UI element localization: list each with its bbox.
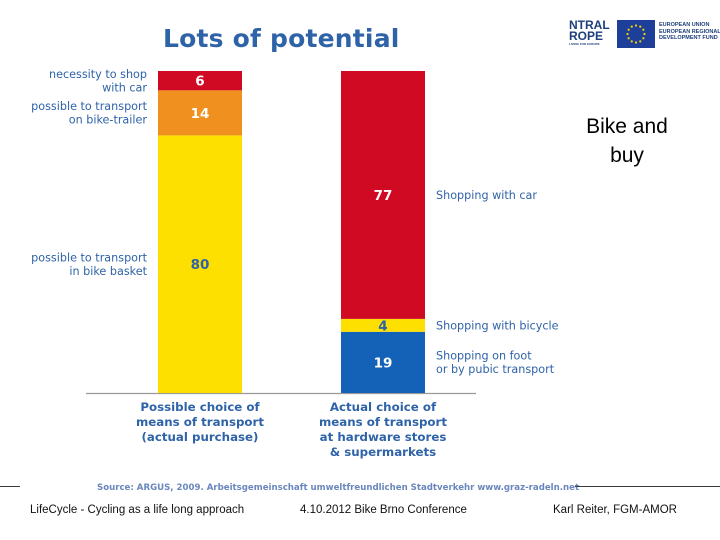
segment-value-label: 4 — [378, 318, 387, 334]
segment-category-label-line: necessity to shop — [49, 68, 147, 81]
footer-center: 4.10.2012 Bike Brno Conference — [300, 504, 467, 516]
central-europe-logo-tagline: LIVING FOR EUROPE — [569, 42, 600, 46]
bar-segment — [341, 318, 425, 332]
eu-stars — [626, 24, 646, 44]
segment-category-label: Shopping with car — [436, 189, 537, 202]
slide-title: Lots of potential — [163, 24, 400, 53]
x-category-label-line: Possible choice of — [140, 400, 260, 414]
eu-star — [630, 40, 633, 43]
footer-rule-right — [575, 486, 720, 487]
segment-value-label: 6 — [195, 74, 204, 90]
eu-star — [634, 41, 638, 44]
segment-category-label-line: possible to transport — [31, 251, 147, 264]
footer-left: LifeCycle - Cycling as a life long appro… — [30, 504, 245, 516]
x-category-label-line: at hardware stores — [320, 430, 447, 444]
bar-segment — [158, 135, 242, 393]
segment-category-label-line: Shopping with bicycle — [436, 319, 559, 332]
footer-rule-left — [0, 486, 20, 487]
segment-category-label-line: possible to transport — [31, 100, 147, 113]
segment-category-label-line: Shopping with car — [436, 189, 537, 202]
eu-star — [643, 32, 646, 36]
footer-right: Karl Reiter, FGM-AMOR — [553, 504, 677, 516]
eu-star — [642, 37, 645, 40]
segment-category-label-line: in bike basket — [69, 265, 147, 278]
eu-star — [626, 32, 629, 36]
x-category-label: Possible choice of means of transport (act… — [136, 400, 264, 444]
x-category-label-line: (actual purchase) — [142, 430, 259, 444]
x-category-label: Actual choice of means of transport at har… — [319, 400, 447, 459]
x-category-label-line: means of transport — [319, 415, 447, 429]
segment-category-label-line: Shopping on foot — [436, 350, 532, 363]
segment-category-label-line: or by pubic transport — [436, 363, 555, 376]
side-note: Bike and buy — [586, 115, 668, 167]
eu-star — [630, 25, 633, 28]
eu-star — [634, 24, 638, 27]
segment-value-label: 77 — [374, 188, 393, 204]
segment-category-label: possible to transport on bike-trailer — [31, 100, 147, 126]
eu-star — [639, 40, 642, 43]
segment-category-label: Shopping with bicycle — [436, 319, 559, 332]
x-category-label-line: means of transport — [136, 415, 264, 429]
segment-category-label: possible to transport in bike basket — [31, 251, 147, 277]
segment-category-label-line: with car — [102, 81, 147, 94]
source-citation: Source: ARGUS, 2009. Arbeitsgemeinschaft… — [97, 483, 580, 493]
central-europe-logo-text: NTRAL ROPE — [569, 20, 610, 43]
segment-value-label: 80 — [191, 257, 210, 273]
eu-star — [642, 28, 645, 31]
x-category-label-line: & supermarkets — [330, 445, 436, 459]
bar-segment — [158, 71, 242, 91]
eu-star — [627, 28, 630, 31]
x-category-label-line: Actual choice of — [330, 400, 437, 414]
eu-star — [639, 25, 642, 28]
segment-category-label: Shopping on foot or by pubic transport — [436, 350, 555, 376]
bar-segment — [341, 71, 425, 319]
bar-segment — [158, 90, 242, 136]
central-europe-logo: NTRAL ROPE LIVING FOR EUROPE — [569, 20, 611, 46]
eu-fund-text: EUROPEAN UNION EUROPEAN REGIONAL DEVELOP… — [659, 22, 720, 41]
segment-category-label-line: on bike-trailer — [69, 114, 148, 127]
bar-segment — [341, 331, 425, 393]
segment-value-label: 14 — [191, 106, 210, 122]
eu-flag-icon — [617, 20, 655, 48]
segment-value-label: 19 — [374, 355, 393, 371]
eu-star — [627, 37, 630, 40]
segment-category-label: necessity to shop with car — [49, 68, 147, 94]
